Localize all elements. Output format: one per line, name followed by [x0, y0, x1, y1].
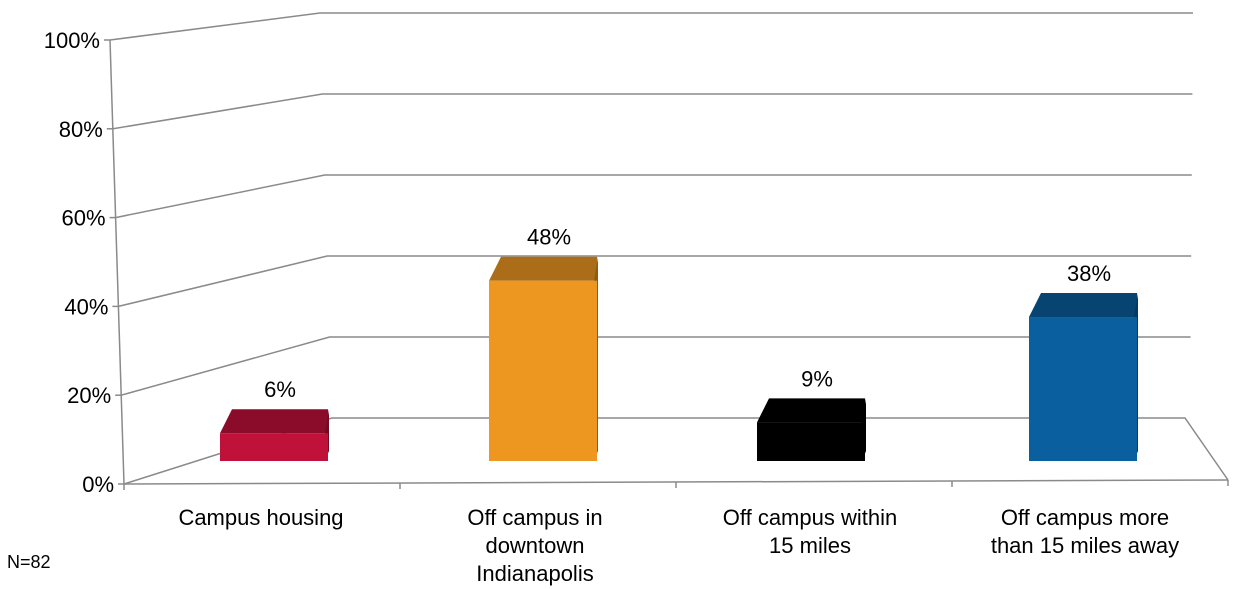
bars	[220, 256, 1138, 461]
gridlines	[109, 12, 1229, 485]
bar	[220, 409, 329, 461]
category-label: Off campus in	[467, 505, 602, 530]
gridline	[118, 255, 1192, 308]
bar-top	[489, 256, 597, 281]
bar-top	[757, 398, 865, 423]
bar	[489, 256, 598, 461]
y-tick-label: 100%	[44, 28, 100, 53]
category-label: than 15 miles away	[991, 533, 1179, 558]
gridline	[120, 336, 1191, 396]
category-label: 15 miles	[769, 533, 851, 558]
axes	[104, 39, 1229, 490]
sample-size-note: N=82	[7, 552, 51, 572]
bar-front	[757, 422, 865, 461]
bar-value-label: 38%	[1067, 261, 1111, 286]
y-tick-label: 80%	[59, 117, 103, 142]
y-tick-label: 20%	[67, 383, 111, 408]
bar-top	[1029, 293, 1137, 318]
bar-front	[220, 433, 328, 461]
category-label: Off campus within	[723, 505, 897, 530]
bar-front	[489, 280, 597, 461]
bar-value-label: 9%	[801, 366, 833, 391]
bar-top	[220, 409, 328, 434]
bar-value-label: 48%	[527, 225, 571, 250]
y-tick-label: 0%	[82, 472, 114, 497]
y-tick-label: 60%	[62, 206, 106, 231]
labels: 0% 20% 40% 60% 80% 100% 6% 48% 9% 38% Campus housi…	[44, 28, 1179, 586]
y-tick-label: 40%	[64, 294, 108, 319]
bar	[1029, 293, 1138, 461]
gridline	[112, 93, 1193, 130]
bar-value-label: 6%	[264, 377, 296, 402]
bar-front	[1029, 317, 1137, 461]
gridline	[115, 174, 1192, 219]
bar	[757, 398, 866, 461]
y-axis-line	[109, 39, 125, 485]
category-label: Campus housing	[178, 505, 343, 530]
category-label: Off campus more	[1001, 505, 1169, 530]
category-label: Indianapolis	[476, 561, 593, 586]
category-label: downtown	[485, 533, 584, 558]
gridline	[109, 12, 1193, 41]
